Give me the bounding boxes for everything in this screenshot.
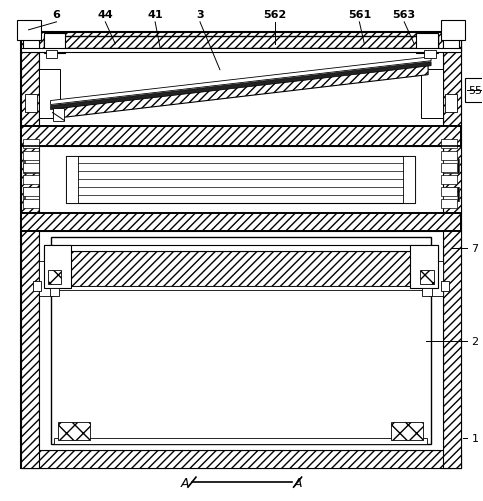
Bar (23, 188, 39, 197)
Bar (21, 127, 461, 147)
Bar (441, 164, 457, 173)
Bar (39, 231, 443, 450)
Bar (58, 422, 90, 440)
Bar (441, 21, 465, 41)
Bar (441, 200, 457, 209)
Text: 562: 562 (263, 10, 286, 20)
Text: 561: 561 (348, 10, 371, 20)
Bar (23, 164, 39, 173)
Text: 3: 3 (196, 10, 204, 20)
Bar (21, 33, 39, 468)
Polygon shape (51, 63, 431, 110)
Bar (416, 34, 438, 54)
Bar (465, 79, 483, 102)
Text: 1: 1 (471, 433, 479, 443)
Bar (443, 160, 459, 174)
Bar (39, 70, 60, 119)
Text: 2: 2 (471, 336, 479, 346)
Bar (23, 200, 39, 209)
Bar (21, 450, 461, 468)
Text: 44: 44 (98, 10, 113, 20)
Bar (21, 33, 461, 51)
Bar (23, 140, 39, 149)
Text: 55: 55 (468, 86, 482, 95)
Bar (403, 157, 415, 204)
Bar (23, 152, 39, 161)
Bar (32, 282, 41, 291)
Bar (21, 127, 461, 147)
Bar (39, 147, 443, 214)
Bar (16, 21, 41, 41)
Bar (67, 157, 415, 204)
Text: 7: 7 (471, 243, 479, 254)
Bar (443, 33, 459, 53)
Bar (441, 140, 457, 149)
Bar (43, 245, 71, 288)
Bar (47, 271, 61, 284)
Text: A: A (293, 475, 302, 488)
Bar (25, 94, 37, 112)
Bar (43, 252, 438, 286)
Bar (424, 51, 436, 59)
Bar (39, 262, 53, 296)
Bar (23, 160, 39, 174)
Bar (21, 214, 461, 231)
Bar (43, 37, 438, 49)
Text: 6: 6 (53, 10, 60, 20)
Bar (43, 34, 66, 54)
Bar (21, 33, 461, 468)
Bar (50, 288, 59, 296)
Bar (441, 152, 457, 161)
Polygon shape (54, 66, 428, 119)
Bar (43, 245, 438, 252)
Text: A: A (181, 475, 189, 488)
Text: 41: 41 (147, 10, 163, 20)
Bar (23, 33, 39, 53)
Bar (443, 33, 461, 468)
Bar (39, 51, 443, 127)
Bar (410, 245, 438, 288)
Bar (21, 214, 461, 231)
Bar (445, 94, 457, 112)
Bar (23, 176, 39, 185)
Bar (441, 282, 449, 291)
Bar (21, 49, 461, 53)
Bar (55, 438, 427, 444)
Bar (422, 288, 432, 296)
Bar (53, 108, 64, 122)
Bar (67, 157, 78, 204)
Bar (429, 262, 443, 296)
Bar (391, 422, 423, 440)
Bar (441, 188, 457, 197)
Bar (443, 188, 459, 202)
Text: 563: 563 (393, 10, 416, 20)
Polygon shape (51, 58, 431, 105)
Bar (441, 176, 457, 185)
Bar (51, 237, 431, 444)
Bar (421, 70, 443, 119)
Bar (43, 286, 438, 290)
Bar (420, 271, 434, 284)
Bar (23, 188, 39, 202)
Bar (45, 51, 57, 59)
